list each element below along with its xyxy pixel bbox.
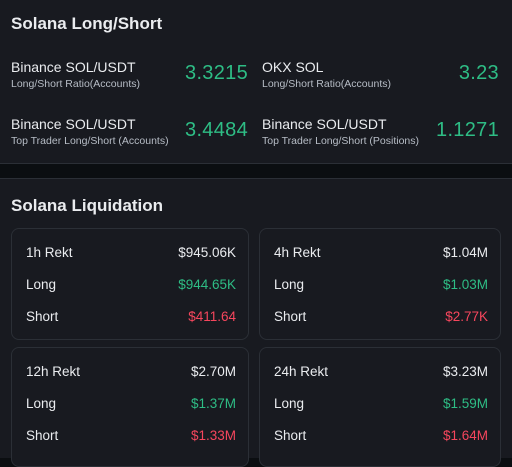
metric-subtitle: Long/Short Ratio(Accounts) xyxy=(262,78,391,90)
liquidation-card-24h[interactable]: 24h Rekt $3.23M Long $1.59M Short $1.64M xyxy=(259,347,501,467)
metric-name: Binance SOL/USDT xyxy=(11,116,136,132)
rekt-total-value: $3.23M xyxy=(442,364,488,379)
rekt-total-value: $2.70M xyxy=(190,364,236,379)
rekt-total-row: 4h Rekt $1.04M xyxy=(274,245,488,263)
long-label: Long xyxy=(274,396,305,411)
short-value: $411.64 xyxy=(188,309,236,324)
metric-subtitle: Top Trader Long/Short (Accounts) xyxy=(11,135,169,147)
short-value: $1.33M xyxy=(190,428,236,443)
rekt-period-label: 24h Rekt xyxy=(274,364,329,379)
metric-value: 3.23 xyxy=(458,62,499,84)
metric-subtitle: Long/Short Ratio(Accounts) xyxy=(11,78,140,90)
metric-binance-top-trader-accounts[interactable]: Binance SOL/USDT Top Trader Long/Short (… xyxy=(11,116,248,156)
rekt-period-label: 4h Rekt xyxy=(274,245,321,260)
liquidation-title: Solana Liquidation xyxy=(11,196,164,215)
metric-name: Binance SOL/USDT xyxy=(262,116,387,132)
rekt-short-row: Short $411.64 xyxy=(26,309,236,327)
rekt-long-row: Long $1.03M xyxy=(274,277,488,295)
long-value: $1.59M xyxy=(442,396,488,411)
liquidation-card-1h[interactable]: 1h Rekt $945.06K Long $944.65K Short $41… xyxy=(11,228,249,340)
rekt-long-row: Long $1.59M xyxy=(274,396,488,414)
rekt-total-value: $945.06K xyxy=(178,245,236,260)
long-short-title: Solana Long/Short xyxy=(11,14,163,33)
long-value: $1.03M xyxy=(442,277,488,292)
rekt-short-row: Short $2.77K xyxy=(274,309,488,327)
liquidation-card-12h[interactable]: 12h Rekt $2.70M Long $1.37M Short $1.33M xyxy=(11,347,249,467)
long-short-panel: Solana Long/Short Binance SOL/USDT Long/… xyxy=(0,0,512,164)
long-label: Long xyxy=(26,396,57,411)
metric-binance-top-trader-positions[interactable]: Binance SOL/USDT Top Trader Long/Short (… xyxy=(262,116,499,156)
metric-value: 1.1271 xyxy=(436,119,499,141)
metric-value: 3.3215 xyxy=(185,62,248,84)
short-label: Short xyxy=(274,428,307,443)
long-label: Long xyxy=(274,277,305,292)
metric-subtitle: Top Trader Long/Short (Positions) xyxy=(262,135,419,147)
rekt-total-row: 1h Rekt $945.06K xyxy=(26,245,236,263)
metric-name: Binance SOL/USDT xyxy=(11,59,136,75)
short-value: $2.77K xyxy=(445,309,488,324)
long-value: $944.65K xyxy=(178,277,236,292)
rekt-total-row: 24h Rekt $3.23M xyxy=(274,364,488,382)
long-label: Long xyxy=(26,277,57,292)
metric-value: 3.4484 xyxy=(185,119,248,141)
short-label: Short xyxy=(26,309,59,324)
rekt-short-row: Short $1.64M xyxy=(274,428,488,446)
short-label: Short xyxy=(274,309,307,324)
long-value: $1.37M xyxy=(190,396,236,411)
rekt-period-label: 12h Rekt xyxy=(26,364,81,379)
metric-okx-ls-accounts[interactable]: OKX SOL Long/Short Ratio(Accounts) 3.23 xyxy=(262,59,499,99)
liquidation-panel: Solana Liquidation 1h Rekt $945.06K Long… xyxy=(0,178,512,467)
rekt-long-row: Long $1.37M xyxy=(26,396,236,414)
rekt-period-label: 1h Rekt xyxy=(26,245,73,260)
metric-binance-ls-accounts[interactable]: Binance SOL/USDT Long/Short Ratio(Accoun… xyxy=(11,59,248,99)
rekt-short-row: Short $1.33M xyxy=(26,428,236,446)
short-value: $1.64M xyxy=(442,428,488,443)
metric-name: OKX SOL xyxy=(262,59,324,75)
rekt-long-row: Long $944.65K xyxy=(26,277,236,295)
short-label: Short xyxy=(26,428,59,443)
rekt-total-value: $1.04M xyxy=(442,245,488,260)
liquidation-card-4h[interactable]: 4h Rekt $1.04M Long $1.03M Short $2.77K xyxy=(259,228,501,340)
rekt-total-row: 12h Rekt $2.70M xyxy=(26,364,236,382)
